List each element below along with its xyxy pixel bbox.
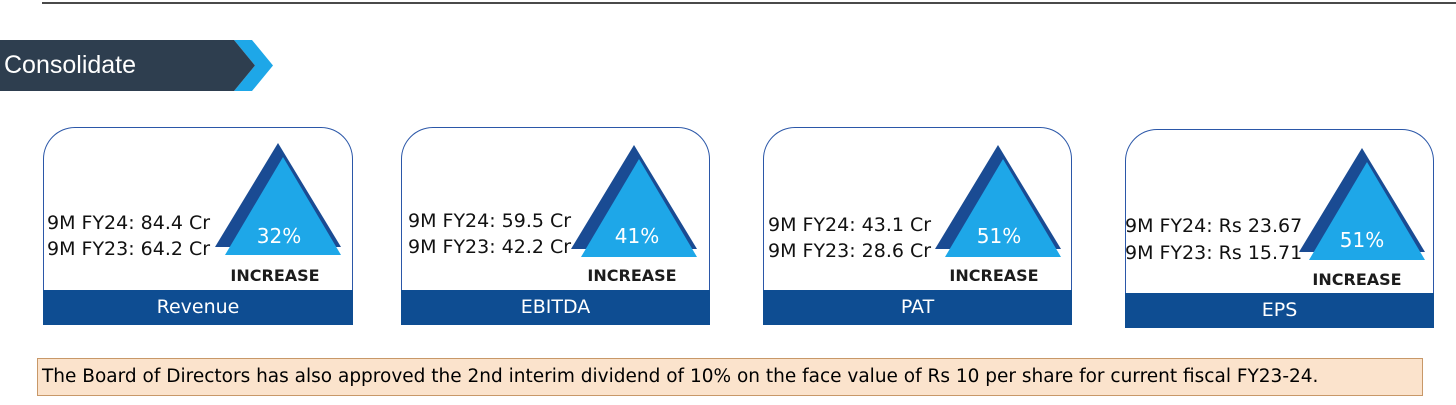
dividend-note: The Board of Directors has also approved…: [37, 358, 1423, 396]
banner-arrow-shape: [0, 40, 273, 91]
fy23-value: 9M FY23: 28.6 Cr: [768, 240, 932, 262]
fy24-value: 9M FY24: 84.4 Cr: [47, 212, 211, 234]
change-direction: INCREASE: [1312, 270, 1402, 289]
change-percent: 41%: [614, 224, 660, 248]
fy24-value: 9M FY24: 43.1 Cr: [768, 214, 932, 236]
section-title: Consolidate: [4, 51, 137, 79]
metric-label: Revenue: [43, 290, 353, 325]
metric-card-pat: 9M FY24: 43.1 Cr 9M FY23: 28.6 Cr 51% IN…: [763, 127, 1072, 325]
section-banner: Consolidate: [0, 40, 275, 91]
fy24-value: 9M FY24: Rs 23.67: [1125, 215, 1303, 237]
metric-card-revenue: 9M FY24: 84.4 Cr 9M FY23: 64.2 Cr 32% IN…: [43, 127, 353, 325]
metric-card-eps: 9M FY24: Rs 23.67 9M FY23: Rs 15.71 51% …: [1125, 129, 1434, 328]
top-divider: [42, 2, 1456, 4]
metric-card-ebitda: 9M FY24: 59.5 Cr 9M FY23: 42.2 Cr 41% IN…: [401, 127, 710, 325]
increase-triangle-icon: [1299, 148, 1425, 260]
fy23-value: 9M FY23: Rs 15.71: [1125, 242, 1303, 264]
fy23-value: 9M FY23: 64.2 Cr: [47, 238, 211, 260]
change-percent: 32%: [256, 224, 302, 248]
fy24-value: 9M FY24: 59.5 Cr: [408, 210, 572, 232]
metric-label: PAT: [763, 290, 1072, 325]
change-percent: 51%: [1339, 228, 1385, 252]
change-direction: INCREASE: [949, 266, 1039, 285]
change-direction: INCREASE: [230, 266, 320, 285]
increase-triangle-icon: [571, 145, 697, 257]
metric-label: EBITDA: [401, 290, 710, 325]
metric-label: EPS: [1125, 293, 1434, 328]
increase-triangle-icon: [215, 143, 341, 255]
change-direction: INCREASE: [587, 266, 677, 285]
fy23-value: 9M FY23: 42.2 Cr: [408, 236, 572, 258]
change-percent: 51%: [976, 224, 1022, 248]
increase-triangle-icon: [935, 145, 1061, 257]
